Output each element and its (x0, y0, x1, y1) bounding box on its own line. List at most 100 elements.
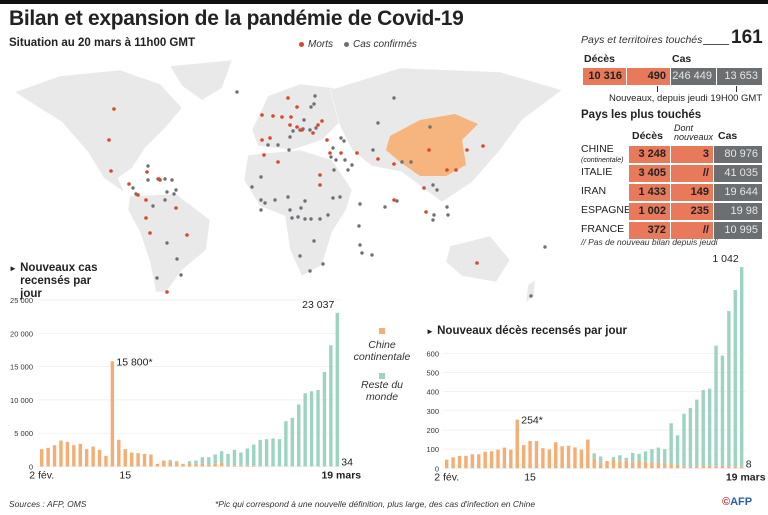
bar-china (162, 460, 166, 467)
north-america (14, 69, 183, 193)
china-highlight (386, 114, 478, 176)
cases-total: 246 449 (671, 68, 716, 85)
y-tick-label: 5 000 (14, 429, 33, 438)
case-dot (165, 190, 169, 194)
legend-cases: Cas confirmés (344, 39, 417, 50)
bar-rest (194, 460, 198, 464)
case-dot (296, 215, 300, 219)
bar-china (483, 451, 487, 469)
case-dot (435, 188, 439, 192)
x-tick-label: 19 mars (321, 470, 361, 482)
case-dot (432, 213, 436, 217)
case-dot (163, 177, 167, 181)
country-deaths: 1 002 (629, 203, 670, 220)
death-dot (465, 148, 469, 152)
bar-rest (650, 449, 654, 463)
case-dot (276, 143, 280, 147)
case-dot (446, 213, 450, 217)
case-dot (409, 160, 413, 164)
death-dot (300, 128, 304, 132)
case-dot (329, 155, 333, 159)
x-tick-label: 15 (524, 471, 536, 483)
case-dot (321, 262, 325, 266)
case-dot (172, 192, 176, 196)
new-note: Nouveaux, depuis jeudi 19H00 GMT (609, 93, 763, 104)
country-note: (continentale) (581, 157, 624, 164)
country-cases: 19 644 (714, 184, 762, 201)
bar-china (714, 466, 718, 469)
case-dot (235, 90, 239, 94)
bar-china (40, 449, 44, 467)
y-tick-label: 25 000 (10, 296, 33, 305)
bar-rest (611, 457, 616, 460)
death-dot (427, 148, 431, 152)
case-dot (298, 254, 302, 258)
death-dot (148, 231, 152, 235)
x-tick-label: 19 mars (726, 471, 766, 483)
legend-rest-label: Reste du monde (360, 379, 404, 403)
y-tick-label: 10 000 (10, 396, 33, 405)
case-dot (332, 168, 336, 172)
bar-china (91, 446, 95, 467)
case-dot (342, 139, 346, 143)
pointer-icon: ► (9, 264, 17, 273)
bar-rest (598, 456, 603, 463)
cases-new: 13 653 (717, 68, 762, 85)
y-tick-label: 200 (426, 426, 439, 435)
bar-rest (239, 452, 243, 466)
deaths-chart: 0 100 200 300 400 500 600 2 fév. 15 19 mars 254* 1 … (426, 253, 765, 483)
case-dot (303, 199, 307, 203)
case-dot (259, 175, 263, 179)
bar-rest (727, 311, 731, 467)
copyright-icon: © (722, 496, 731, 508)
deaths-chart-title-text: Nouveaux décès recensés par jour (437, 325, 627, 337)
case-dot (175, 257, 179, 261)
death-dot (311, 131, 315, 135)
country-cases: 19 98 (714, 203, 762, 220)
bar-rest (329, 345, 333, 467)
bar-rest (316, 389, 320, 467)
death-dot (318, 173, 322, 177)
case-dot (286, 195, 290, 199)
bar-china (168, 461, 172, 467)
bar-rest (207, 457, 211, 465)
case-dot (346, 168, 350, 172)
bar-rest (701, 390, 705, 466)
tick-mark (736, 86, 737, 92)
bar-china (194, 463, 198, 467)
case-dot (331, 196, 335, 200)
bar-rest (682, 413, 686, 467)
table-footnote: // Pas de nouveau bilan depuis jeudi (581, 237, 718, 247)
bar-china (123, 449, 127, 467)
bar-china (720, 465, 725, 469)
bar-china (695, 466, 699, 469)
case-dot (376, 121, 380, 125)
legend-china-label: Chine continentale (353, 339, 411, 363)
bar-china (117, 439, 121, 467)
death-dot (136, 193, 140, 197)
bar-rest (245, 448, 250, 466)
country-name: IRAN (581, 185, 607, 197)
bar-china (445, 459, 449, 469)
bar-rest (284, 421, 288, 467)
country-name: ESPAGNE (581, 204, 631, 216)
case-dot (529, 294, 533, 298)
death-dot (158, 178, 162, 182)
pointer-icon: ► (426, 327, 434, 336)
bar-china (46, 447, 50, 467)
case-dot (331, 146, 335, 150)
bar-china (682, 466, 686, 469)
country-new: // (671, 165, 713, 182)
bar-rest (322, 371, 327, 467)
country-name: CHINE (continentale) (581, 143, 624, 165)
death-dot (276, 160, 280, 164)
x-tick-label: 15 (119, 470, 131, 482)
bar-china (740, 466, 744, 469)
greenland (169, 59, 233, 101)
country-new: 3 (671, 146, 713, 163)
bar-china (509, 449, 513, 469)
case-dot (302, 118, 306, 122)
y-tick-label: 0 (435, 464, 439, 473)
bar-china (149, 454, 153, 467)
y-tick-label: 100 (426, 445, 439, 454)
